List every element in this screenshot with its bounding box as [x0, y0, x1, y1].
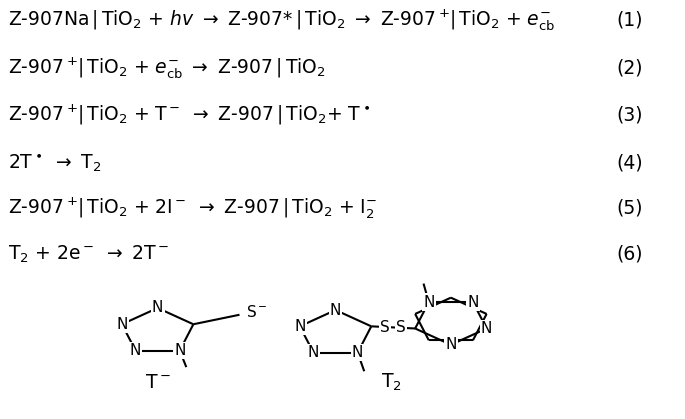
Text: N: N	[352, 345, 363, 360]
Text: N: N	[330, 303, 341, 318]
Text: N: N	[423, 295, 434, 310]
Text: Z-907$^+\!|\,$TiO$_2$ + 2I$^-$ $\rightarrow$ Z-907$\,|\,$TiO$_2$ + I$_2^{-}$: Z-907$^+\!|\,$TiO$_2$ + 2I$^-$ $\rightar…	[8, 196, 377, 221]
Text: Z-907$^+\!|\,$TiO$_2$ + $e_{\rm cb}^{-}$ $\rightarrow$ Z-907$\,|\,$TiO$_2$: Z-907$^+\!|\,$TiO$_2$ + $e_{\rm cb}^{-}$…	[8, 55, 326, 81]
Text: N: N	[174, 343, 186, 358]
Text: T$_2$: T$_2$	[381, 372, 402, 393]
Text: N: N	[116, 317, 127, 332]
Text: (5): (5)	[616, 199, 643, 218]
Text: (2): (2)	[616, 58, 643, 78]
Text: (6): (6)	[616, 244, 643, 263]
Text: N: N	[481, 321, 493, 336]
Text: (4): (4)	[616, 153, 643, 172]
Text: N: N	[152, 300, 163, 316]
Text: N: N	[445, 337, 457, 352]
Text: S: S	[380, 320, 390, 334]
Text: T$_2$ + 2e$^-$ $\rightarrow$ 2T$^-$: T$_2$ + 2e$^-$ $\rightarrow$ 2T$^-$	[8, 243, 169, 264]
Text: N: N	[308, 345, 319, 360]
Text: (3): (3)	[616, 106, 643, 125]
Text: N: N	[294, 319, 306, 334]
Text: T$^-$: T$^-$	[145, 373, 171, 392]
Text: S: S	[396, 320, 406, 335]
Text: N: N	[467, 295, 479, 310]
Text: Z-907$^+\!|\,$TiO$_2$ + T$^-$ $\rightarrow$ Z-907$\,|\,$TiO$_2$+ T$^\bullet$: Z-907$^+\!|\,$TiO$_2$ + T$^-$ $\rightarr…	[8, 103, 370, 127]
Text: N: N	[130, 343, 141, 358]
Text: 2T$^\bullet$ $\rightarrow$ T$_2$: 2T$^\bullet$ $\rightarrow$ T$_2$	[8, 153, 101, 173]
Text: Z-907Na$\,|\,$TiO$_2$ + $hv$ $\rightarrow$ Z-907*$\,|\,$TiO$_2$ $\rightarrow$ Z-: Z-907Na$\,|\,$TiO$_2$ + $hv$ $\rightarro…	[8, 8, 555, 34]
Text: (1): (1)	[616, 11, 643, 30]
Text: S$^-$: S$^-$	[246, 304, 268, 320]
